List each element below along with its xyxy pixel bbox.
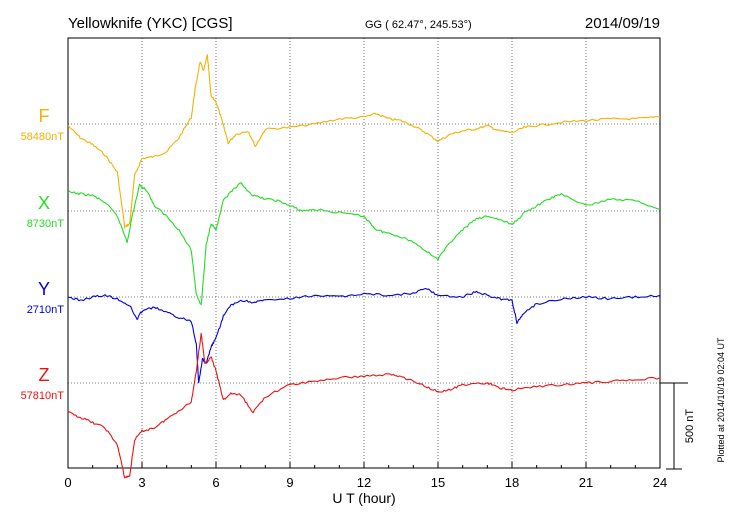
x-tick-label: 15	[431, 475, 445, 490]
series-line-y	[67, 287, 661, 384]
x-tick-label: 3	[138, 475, 145, 490]
baseline-value-f: 58480nT	[21, 131, 65, 143]
x-tick-label: 6	[212, 475, 219, 490]
baseline-value-x: 8730nT	[27, 218, 65, 230]
plotted-at-note: Plotted at 2014/10/19 02:04 UT	[716, 337, 726, 463]
channel-labels: F 58480nT X 8730nT Y 2710nT Z 57810nT	[21, 106, 65, 402]
x-tick-label: 18	[505, 475, 519, 490]
scale-bar-label: 500 nT	[684, 409, 696, 444]
baseline-value-y: 2710nT	[27, 304, 65, 316]
channel-letter-f: F	[39, 106, 50, 126]
channel-letter-y: Y	[38, 279, 50, 299]
station-title: Yellowknife (YKC) [CGS]	[68, 15, 233, 32]
series-line-z	[67, 332, 661, 479]
x-tick-label: 24	[653, 475, 667, 490]
plot-frame	[67, 37, 661, 469]
x-tick-label: 9	[286, 475, 293, 490]
x-tick-label: 12	[357, 475, 371, 490]
series-line-x	[67, 182, 661, 306]
date-label: 2014/09/19	[585, 15, 660, 32]
plot-grid	[68, 38, 660, 468]
x-tick-label: 21	[579, 475, 593, 490]
scale-bar	[660, 382, 688, 470]
series-layer	[67, 54, 661, 479]
series-line-f	[67, 54, 661, 229]
baseline-value-z: 57810nT	[21, 390, 65, 402]
x-axis: 0 3 6 9 12 15 18 21 24	[64, 462, 667, 490]
channel-letter-x: X	[38, 193, 50, 213]
x-axis-label: U T (hour)	[332, 490, 395, 506]
channel-letter-z: Z	[39, 365, 50, 385]
coordinates-label: GG ( 62.47°, 245.53°)	[365, 19, 472, 31]
x-tick-label: 0	[64, 475, 71, 490]
